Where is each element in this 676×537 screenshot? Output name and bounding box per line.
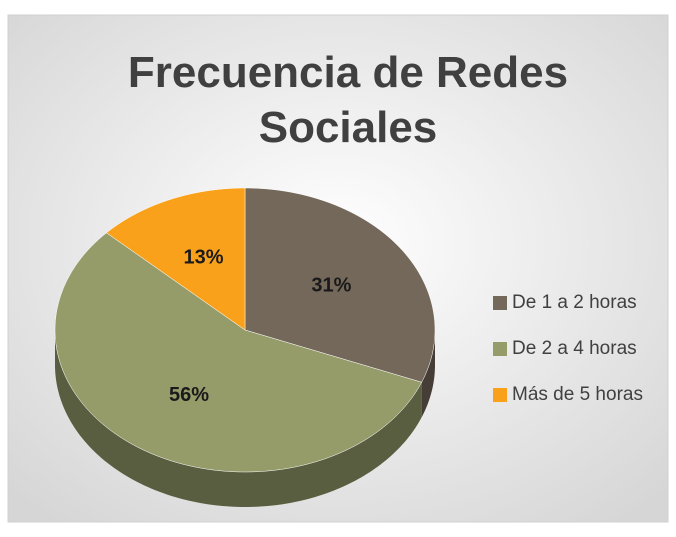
slice xyxy=(54,232,423,473)
slice-side xyxy=(421,330,435,418)
data-label: 13% xyxy=(183,247,223,269)
data-label: 56% xyxy=(169,384,209,406)
legend-swatch xyxy=(493,342,507,356)
slice xyxy=(244,187,436,383)
data-label: 31% xyxy=(311,274,351,296)
legend-swatch xyxy=(493,388,507,402)
chart-title: Frecuencia de Redes Sociales xyxy=(128,48,568,152)
legend-label: De 1 a 2 horas xyxy=(512,292,637,313)
legend-label: Más de 5 horas xyxy=(512,384,643,405)
legend-swatch xyxy=(493,296,507,310)
slice xyxy=(106,187,246,331)
slice-side xyxy=(55,330,422,507)
legend-label: De 2 a 4 horas xyxy=(512,338,637,359)
